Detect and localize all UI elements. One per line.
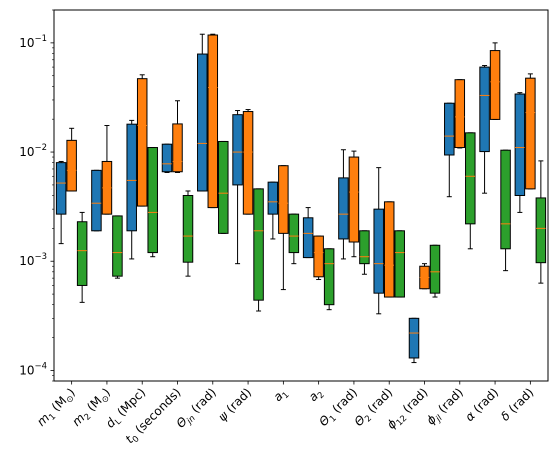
box-11-series-2 <box>419 263 430 290</box>
iqr-box <box>172 123 183 173</box>
x-tick-label: α (rad) <box>462 385 501 424</box>
iqr-box <box>242 111 254 215</box>
iqr-box <box>288 213 300 254</box>
iqr-box <box>161 143 173 173</box>
iqr-box <box>182 195 194 263</box>
y-tick-label: 10−2 <box>19 143 47 159</box>
iqr-box <box>197 53 208 192</box>
box-10-series-2 <box>383 201 395 298</box>
box-5-series-2 <box>207 33 219 209</box>
iqr-box <box>136 78 148 207</box>
y-axis: 10−4 10−3 10−2 10−1 <box>19 9 54 382</box>
y-tick-label: 10−3 <box>19 252 47 268</box>
iqr-box <box>348 156 360 243</box>
iqr-box <box>232 114 243 186</box>
x-tick-label: a1 <box>271 385 292 406</box>
box-12-series-2 <box>454 79 466 149</box>
box-4-series-2 <box>172 100 183 173</box>
box-11-series-3 <box>429 244 441 298</box>
iqr-box <box>465 132 476 225</box>
box-5-series-1 <box>197 33 208 192</box>
iqr-box <box>394 230 405 298</box>
iqr-box <box>338 177 349 240</box>
box-10-series-1 <box>373 167 384 315</box>
iqr-box <box>313 235 324 278</box>
box-4-series-3 <box>182 190 194 277</box>
x-tick-label: δ (rad) <box>498 385 536 423</box>
box-14-series-1 <box>514 92 526 213</box>
box-12-series-3 <box>465 132 476 250</box>
box-1-series-2 <box>66 127 77 192</box>
box-1-series-3 <box>76 211 88 303</box>
y-tick-label: 10−1 <box>19 34 47 50</box>
box-7-series-1 <box>267 181 279 240</box>
iqr-box <box>55 162 67 215</box>
box-6-series-1 <box>232 110 243 265</box>
box-11-series-1 <box>408 317 420 364</box>
box-6-series-3 <box>253 188 264 312</box>
iqr-box <box>359 230 370 265</box>
iqr-box <box>207 34 219 209</box>
box-9-series-3 <box>359 230 370 275</box>
box-9-series-1 <box>338 149 349 260</box>
box-6-series-2 <box>242 109 254 215</box>
iqr-box <box>373 208 384 294</box>
iqr-box <box>444 102 455 156</box>
x-tick-label: m1 (M⊙) <box>34 385 80 431</box>
iqr-box <box>218 140 229 234</box>
iqr-box <box>429 244 441 294</box>
box-3-series-3 <box>147 147 158 258</box>
box-14-series-3 <box>535 160 547 284</box>
iqr-box <box>126 123 137 232</box>
iqr-box <box>76 221 88 286</box>
box-13-series-2 <box>489 42 501 120</box>
iqr-box <box>147 147 158 254</box>
box-8-series-1 <box>302 207 314 259</box>
box-8-series-3 <box>323 248 335 311</box>
box-3-series-2 <box>136 74 148 207</box>
iqr-box <box>489 50 501 120</box>
x-tick-label: ψ (rad) <box>215 385 254 424</box>
iqr-box <box>66 139 77 192</box>
iqr-box <box>500 149 511 250</box>
box-1-series-1 <box>55 160 67 245</box>
box-2-series-3 <box>112 215 123 279</box>
iqr-box <box>267 181 279 215</box>
iqr-box <box>91 169 102 232</box>
iqr-box <box>535 197 547 264</box>
box-8-series-2 <box>313 235 324 281</box>
iqr-box <box>323 248 335 306</box>
iqr-box <box>383 201 395 298</box>
x-tick-label: a2 <box>306 385 327 406</box>
iqr-box <box>302 217 314 259</box>
x-tick-label: ϕjl (rad) <box>424 385 468 429</box>
plot-marks <box>55 33 547 364</box>
box-13-series-1 <box>479 65 490 194</box>
y-tick-label: 10−4 <box>19 361 47 377</box>
box-4-series-1 <box>161 143 173 173</box>
x-axis: m1 (M⊙)m2 (M⊙)dL (Mpc)t0 (seconds)Θjn (r… <box>34 381 536 446</box>
box-3-series-1 <box>126 119 137 260</box>
iqr-box <box>514 93 526 196</box>
iqr-box <box>278 165 289 234</box>
box-13-series-3 <box>500 149 511 272</box>
box-10-series-3 <box>394 230 405 298</box>
box-5-series-3 <box>218 140 229 234</box>
iqr-box <box>408 317 420 359</box>
box-7-series-3 <box>288 213 300 265</box>
box-2-series-2 <box>101 125 113 215</box>
box-9-series-2 <box>348 150 360 258</box>
box-2-series-1 <box>91 169 102 232</box>
iqr-box <box>525 77 536 190</box>
box-7-series-2 <box>278 165 289 291</box>
iqr-box <box>479 66 490 153</box>
box-12-series-1 <box>444 102 455 198</box>
iqr-box <box>454 79 466 149</box>
box-14-series-2 <box>525 73 536 190</box>
iqr-box <box>253 188 264 301</box>
iqr-box <box>112 215 123 277</box>
